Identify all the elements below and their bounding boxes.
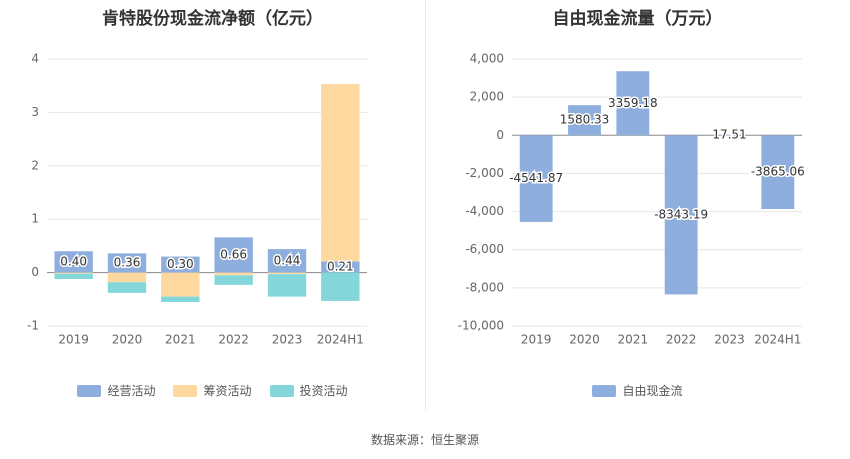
data-source-note: 数据来源：恒生聚源 bbox=[370, 433, 479, 447]
free-cash-flow-data-label: 1580.33 bbox=[560, 113, 610, 127]
cash-flow-data-label: 0.40 bbox=[60, 254, 87, 268]
cash-flow-y-tick-label: 2 bbox=[31, 158, 39, 172]
cash-flow-bar bbox=[107, 282, 147, 293]
cash-flow-bar bbox=[54, 273, 93, 280]
cash-flow-y-tick-label: -1 bbox=[27, 319, 39, 333]
cash-flow-bar bbox=[214, 272, 253, 276]
cash-flow-data-label: 0.30 bbox=[167, 257, 194, 271]
free-cash-flow-data-label: -3865.06 bbox=[751, 165, 805, 179]
free-cash-flow-y-tick-label: -8,000 bbox=[465, 280, 504, 294]
free-cash-flow-bar bbox=[713, 134, 746, 136]
cash-flow-legend-item[interactable]: 经营活动 bbox=[77, 382, 155, 399]
cash-flow-x-tick-label: 2020 bbox=[112, 333, 143, 347]
free-cash-flow-y-tick-label: 0 bbox=[496, 128, 504, 142]
cash-flow-bar bbox=[267, 274, 307, 297]
free-cash-flow-bar bbox=[519, 135, 553, 222]
cash-flow-x-tick-label: 2024H1 bbox=[317, 333, 364, 347]
cash-flow-data-label: 0.36 bbox=[114, 255, 141, 269]
cash-flow-data-label: 0.66 bbox=[220, 247, 247, 261]
free-cash-flow-chart: 4,000 2,000 0 -2,000 -4,000 -6,000 -8,000 -10,0… bbox=[458, 52, 807, 347]
cash-flow-bar bbox=[321, 84, 360, 262]
cash-flow-chart: 4 3 2 1 0 -1 2019 2020 2021 2022 2023 2024H1 0.40 0.3… bbox=[27, 52, 367, 347]
cash-flow-bar bbox=[321, 272, 360, 301]
free-cash-flow-legend-label: 自由现金流 bbox=[622, 384, 683, 398]
cash-flow-bar bbox=[54, 272, 93, 274]
free-cash-flow-x-tick-label: 2024H1 bbox=[754, 333, 801, 347]
free-cash-flow-legend: 自由现金流 bbox=[425, 382, 850, 399]
cash-flow-legend-item[interactable]: 投资活动 bbox=[269, 382, 348, 399]
cash-flow-legend-label: 经营活动 bbox=[107, 384, 156, 398]
free-cash-flow-bar bbox=[616, 71, 650, 136]
free-cash-flow-x-tick-label: 2021 bbox=[618, 333, 649, 347]
free-cash-flow-data-label: 17.51 bbox=[712, 128, 746, 142]
free-cash-flow-bar bbox=[761, 135, 795, 209]
cash-flow-legend: 经营活动 筹资活动 投资活动 bbox=[0, 382, 425, 399]
cash-flow-bar bbox=[107, 253, 147, 273]
free-cash-flow-data-label: -8343.19 bbox=[654, 207, 708, 221]
cash-flow-bar bbox=[267, 272, 307, 275]
cash-flow-legend-swatch bbox=[77, 384, 102, 397]
free-cash-flow-y-tick-label: -10,000 bbox=[458, 319, 504, 333]
free-cash-flow-x-tick-label: 2023 bbox=[714, 333, 745, 347]
cash-flow-y-tick-label: 0 bbox=[31, 265, 39, 279]
cash-flow-bar bbox=[267, 249, 307, 273]
cash-flow-legend-label: 投资活动 bbox=[299, 384, 348, 398]
cash-flow-bar bbox=[214, 275, 253, 285]
free-cash-flow-x-tick-label: 2019 bbox=[521, 333, 552, 347]
free-cash-flow-y-tick-label: 2,000 bbox=[470, 90, 504, 104]
cash-flow-bar bbox=[321, 261, 360, 273]
cash-flow-chart-title: 肯特股份现金流净额（亿元） bbox=[102, 9, 323, 29]
cash-flow-y-tick-label: 4 bbox=[31, 52, 39, 66]
cash-flow-bar bbox=[161, 272, 200, 297]
free-cash-flow-x-tick-label: 2020 bbox=[569, 333, 600, 347]
cash-flow-y-tick-label: 1 bbox=[31, 212, 39, 226]
free-cash-flow-bar bbox=[664, 135, 698, 295]
panel-divider bbox=[425, 0, 426, 410]
cash-flow-bar bbox=[214, 237, 253, 273]
cash-flow-bar bbox=[107, 272, 147, 283]
cash-flow-x-tick-label: 2022 bbox=[218, 333, 249, 347]
cash-flow-chart-panel: 肯特股份现金流净额（亿元） 4 3 2 1 0 -1 2019 2020 2021 2022 202… bbox=[0, 0, 425, 410]
cash-flow-bar bbox=[161, 296, 200, 302]
free-cash-flow-data-label: 3359.18 bbox=[608, 96, 658, 110]
free-cash-flow-y-tick-label: -6,000 bbox=[465, 242, 504, 256]
cash-flow-data-label: 0.21 bbox=[327, 259, 354, 273]
cash-flow-legend-label: 筹资活动 bbox=[203, 384, 252, 398]
cash-flow-x-tick-label: 2021 bbox=[165, 333, 196, 347]
free-cash-flow-legend-swatch bbox=[592, 384, 617, 397]
cash-flow-data-label: 0.44 bbox=[274, 253, 301, 267]
free-cash-flow-bar bbox=[568, 105, 601, 136]
cash-flow-legend-item[interactable]: 筹资活动 bbox=[173, 382, 252, 399]
cash-flow-y-tick-label: 3 bbox=[31, 105, 39, 119]
free-cash-flow-x-tick-label: 2022 bbox=[666, 333, 697, 347]
cash-flow-bar bbox=[54, 251, 93, 273]
free-cash-flow-data-label: -4541.87 bbox=[509, 171, 563, 185]
cash-flow-bar bbox=[161, 256, 200, 273]
cash-flow-legend-swatch bbox=[173, 384, 198, 397]
cash-flow-x-tick-label: 2023 bbox=[272, 333, 303, 347]
free-cash-flow-y-tick-label: 4,000 bbox=[470, 52, 504, 66]
free-cash-flow-y-tick-label: -4,000 bbox=[465, 204, 504, 218]
cash-flow-legend-swatch bbox=[269, 384, 294, 397]
free-cash-flow-chart-panel: 自由现金流量（万元） 4,000 2,000 0 -2,000 -4,000 -6,000… bbox=[425, 0, 850, 410]
cash-flow-x-tick-label: 2019 bbox=[58, 333, 89, 347]
free-cash-flow-y-tick-label: -2,000 bbox=[465, 166, 504, 180]
free-cash-flow-legend-item[interactable]: 自由现金流 bbox=[592, 382, 683, 399]
free-cash-flow-chart-title: 自由现金流量（万元） bbox=[552, 9, 723, 29]
